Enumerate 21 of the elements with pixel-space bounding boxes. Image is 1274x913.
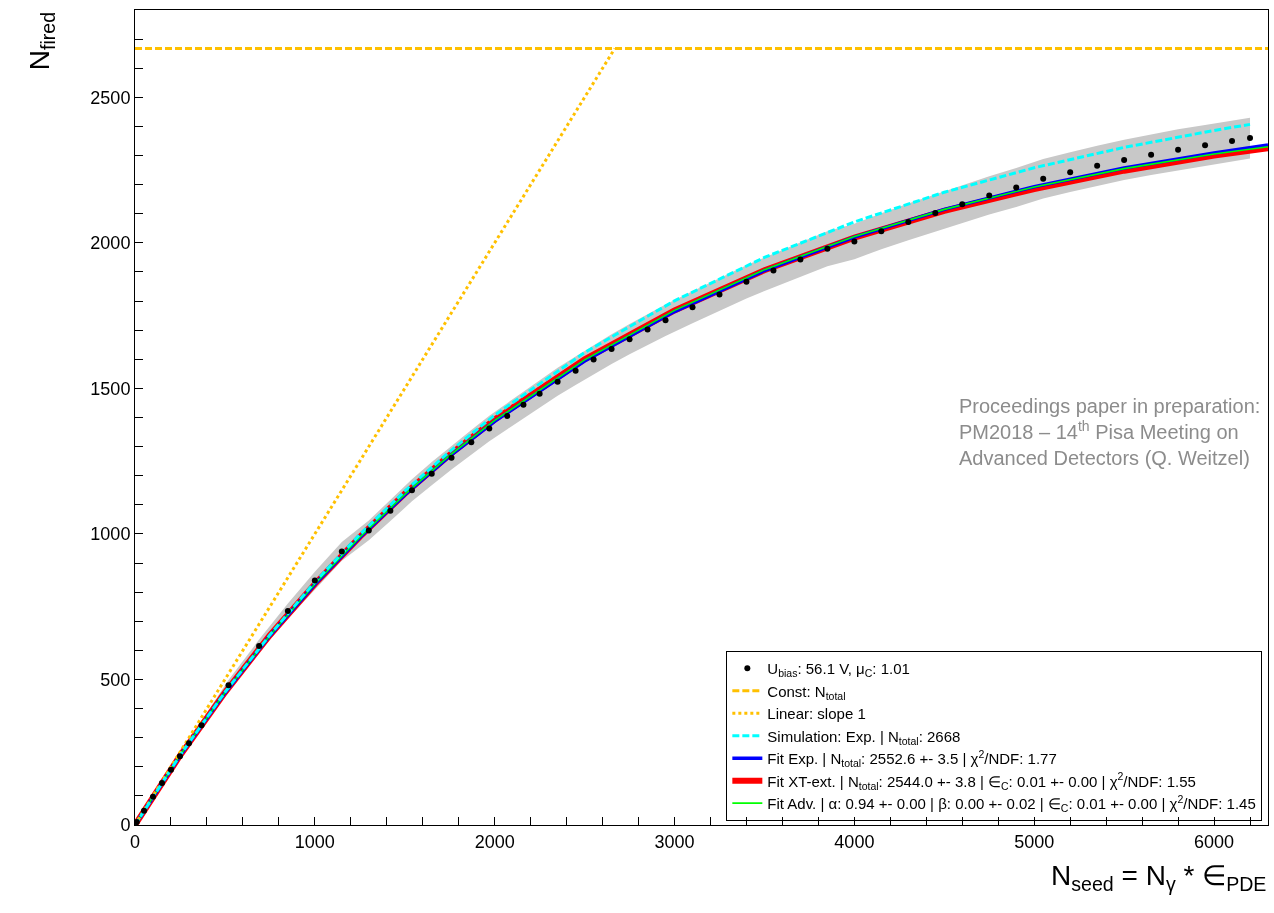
x-tick-label: 6000 [1194, 831, 1235, 852]
y-tick-label: 2000 [90, 233, 131, 254]
y-tick-label: 1500 [90, 378, 131, 399]
legend-label: U$_{bias}$: 56.1 V, μ$_{C}$: 1.01 [767, 660, 910, 680]
x-tick-label: 3000 [654, 831, 695, 852]
y-tick-label: 0 [120, 815, 131, 836]
y-tick-label: 1000 [90, 524, 131, 545]
annotation: Proceedings paper in preparation: PM2018 – 14$^{th}$ Pisa Meeting on Advanced Detectors (Q. Weitzel) [959, 395, 1261, 469]
y-tick-label: 2500 [90, 87, 131, 108]
x-tick-label: 5000 [1014, 831, 1055, 852]
x-tick-label: 4000 [834, 831, 875, 852]
legend-label: Const: N$_{total}$ [767, 682, 846, 702]
legend-label: Simulation: Exp. | N$_{total}$: 2668 [767, 727, 961, 747]
legend-label: Fit XT-ext. | N$_{total}$: 2544.0 +- 3.8 | ∈$_{C}$: 0.01 +- 0.00 | χ$^{2}$/NDF: 1.55 [767, 770, 1196, 792]
y-tick-label: 500 [100, 669, 131, 690]
x-tick-label: 1000 [294, 831, 335, 852]
legend-label: Fit Exp. | N$_{total}$: 2552.6 +- 3.5 | χ$^{2}$/NDF: 1.77 [767, 747, 1057, 770]
legend-label: Fit Adv. | α: 0.94 +- 0.00 | β: 0.00 +- 0.02 | ∈$_{C}$: 0.01 +- 0.00 | χ$^{2}$/NDF: 1.45 [767, 792, 1256, 815]
legend-label: Linear: slope 1 [767, 705, 866, 723]
x-tick-label: 2000 [474, 831, 515, 852]
x-axis-title: N$_{seed}$ = N$_{γ}$ * ∈$_{PDE}$ [1051, 860, 1267, 895]
